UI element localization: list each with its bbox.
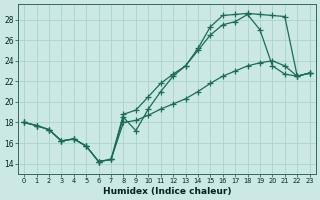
X-axis label: Humidex (Indice chaleur): Humidex (Indice chaleur) bbox=[103, 187, 231, 196]
